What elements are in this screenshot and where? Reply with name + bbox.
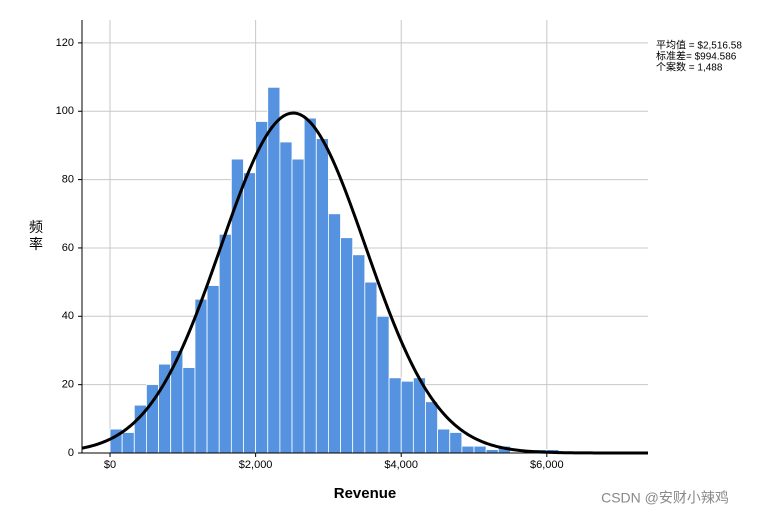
bar	[291, 158, 305, 454]
bar	[218, 233, 232, 454]
bar	[376, 315, 390, 454]
bar	[364, 281, 378, 454]
bar	[194, 298, 208, 454]
stat-label: 平均值 = $2,516.58	[656, 39, 742, 52]
y-tick-label: 40	[62, 310, 74, 322]
x-tick-label: $2,000	[239, 459, 273, 471]
x-axis-label: Revenue	[334, 485, 397, 502]
bar	[279, 141, 293, 454]
stat-label: 标准差= $994.586	[656, 50, 737, 63]
normal-curve	[81, 111, 648, 455]
bar	[303, 117, 317, 454]
bar	[267, 86, 281, 454]
bar	[473, 445, 487, 454]
bar	[243, 172, 257, 454]
bar	[121, 432, 135, 454]
bar	[449, 432, 463, 454]
bar	[352, 254, 366, 454]
bar	[400, 380, 414, 454]
bar	[425, 401, 439, 454]
bar	[206, 285, 220, 454]
y-axis-label: 频率	[29, 219, 43, 252]
x-tick-label: $0	[104, 459, 116, 471]
y-tick-label: 0	[68, 447, 74, 459]
bar	[412, 377, 426, 454]
bar	[328, 213, 341, 454]
bar	[437, 428, 451, 454]
bar	[340, 237, 354, 454]
bar	[182, 367, 196, 454]
bar	[388, 377, 402, 454]
bar	[461, 445, 475, 454]
y-tick-label: 120	[56, 37, 74, 49]
x-tick-label: $6,000	[530, 459, 564, 471]
x-tick-label: $4,000	[384, 459, 418, 471]
y-tick-label: 100	[56, 105, 74, 117]
bar	[255, 121, 269, 454]
bar	[315, 138, 329, 454]
y-tick-label: 80	[62, 174, 74, 186]
bar	[485, 449, 499, 454]
stat-label: 个案数 = 1,488	[656, 61, 723, 74]
watermark: CSDN @安财小辣鸡	[601, 490, 729, 506]
y-tick-label: 60	[62, 242, 74, 254]
y-tick-label: 20	[62, 379, 74, 391]
